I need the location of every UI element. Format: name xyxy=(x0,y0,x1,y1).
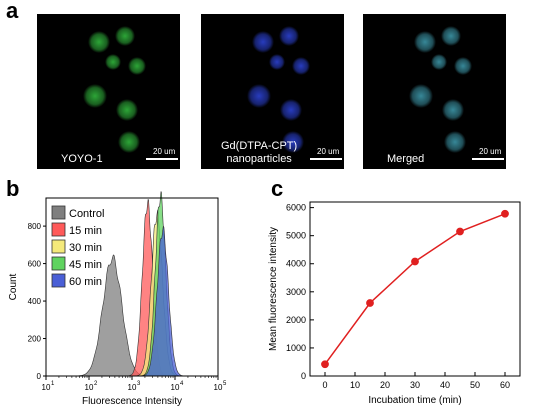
data-point xyxy=(411,257,419,266)
x-tick-label: 10 xyxy=(85,383,94,392)
legend-swatch xyxy=(51,205,66,220)
cell-blob xyxy=(414,31,436,53)
micrograph-label: YOYO-1 xyxy=(61,153,103,165)
micrograph-merged: Merged 20 um xyxy=(363,14,506,169)
cell-blob xyxy=(115,26,135,46)
y-axis-label: Count xyxy=(8,273,19,300)
y-tick-label: 0 xyxy=(301,371,306,381)
scale-bar xyxy=(146,158,178,160)
x-axis-label: Fluorescence Intensity xyxy=(82,396,182,407)
x-tick-label: 10 xyxy=(350,380,360,390)
micrograph-yoyo1: YOYO-1 20 um xyxy=(37,14,180,169)
data-point xyxy=(456,227,464,236)
micrograph-nanoparticles: Gd(DTPA-CPT) nanoparticles 20 um xyxy=(201,14,344,169)
scale-bar xyxy=(472,158,504,160)
cell-blob xyxy=(118,131,140,153)
x-tick-exponent: 1 xyxy=(51,381,55,387)
x-axis-label: Incubation time (min) xyxy=(368,395,461,406)
cell-blob xyxy=(116,99,138,121)
x-tick-label: 50 xyxy=(470,380,480,390)
y-tick-label: 2000 xyxy=(286,315,306,325)
y-axis-label: Mean fluorescence intensity xyxy=(268,227,279,351)
cell-blob xyxy=(279,26,299,46)
legend-label: 45 min xyxy=(69,259,102,271)
micrograph-label: Merged xyxy=(387,153,425,165)
legend-label: 15 min xyxy=(69,225,102,237)
x-tick-exponent: 5 xyxy=(223,381,227,387)
legend-label: 60 min xyxy=(69,276,102,288)
scale-bar-label: 20 um xyxy=(153,147,176,156)
micrograph-label: Gd(DTPA-CPT) nanoparticles xyxy=(221,140,298,165)
cell-blob xyxy=(431,54,447,70)
y-tick-label: 0 xyxy=(37,372,42,381)
cell-blob xyxy=(83,84,107,108)
cell-blob xyxy=(292,57,310,75)
scale-bar xyxy=(310,158,342,160)
legend-swatch xyxy=(51,273,66,288)
x-tick-label: 40 xyxy=(440,380,450,390)
cell-blob xyxy=(128,57,146,75)
y-tick-label: 3000 xyxy=(286,287,306,297)
x-tick-exponent: 3 xyxy=(137,381,141,387)
data-point xyxy=(501,209,509,218)
y-tick-label: 5000 xyxy=(286,231,306,241)
y-tick-label: 1000 xyxy=(286,343,306,353)
x-tick-exponent: 2 xyxy=(94,381,98,387)
y-tick-label: 800 xyxy=(28,222,42,231)
panel-letter-a: a xyxy=(6,0,19,23)
x-tick-label: 10 xyxy=(171,383,180,392)
legend-swatch xyxy=(51,256,66,271)
legend-label: Control xyxy=(69,208,104,220)
x-tick-label: 10 xyxy=(214,383,223,392)
legend-swatch xyxy=(51,239,66,254)
x-tick-label: 30 xyxy=(410,380,420,390)
cell-blob xyxy=(88,31,110,53)
legend-swatch xyxy=(51,222,66,237)
mean-fluorescence-line-chart: 0 1000 2000 3000 4000 5000 6000 0 10 20 30 40 50 60 In… xyxy=(268,201,521,406)
panel-letter-c: c xyxy=(271,176,284,201)
cell-blob xyxy=(282,131,304,153)
cell-blob xyxy=(442,99,464,121)
cell-blob xyxy=(280,99,302,121)
x-tick-label: 20 xyxy=(380,380,390,390)
cell-blob xyxy=(441,26,461,46)
histogram-60-min xyxy=(140,224,186,377)
series-line xyxy=(324,213,506,365)
scale-bar-label: 20 um xyxy=(317,147,340,156)
x-tick-label: 10 xyxy=(128,383,137,392)
cell-blob xyxy=(105,54,121,70)
data-point xyxy=(366,299,374,307)
data-point xyxy=(321,360,329,369)
y-tick-label: 4000 xyxy=(286,259,306,269)
x-tick-exponent: 4 xyxy=(180,381,184,387)
x-tick-label: 0 xyxy=(322,380,327,390)
x-tick-label: 60 xyxy=(500,380,510,390)
cell-blob xyxy=(247,84,271,108)
x-tick-label: 10 xyxy=(42,383,51,392)
y-tick-label: 400 xyxy=(28,297,42,306)
cell-blob xyxy=(409,84,433,108)
y-tick-label: 6000 xyxy=(286,203,306,213)
cell-blob xyxy=(444,131,466,153)
y-tick-label: 600 xyxy=(28,260,42,269)
scale-bar-label: 20 um xyxy=(479,147,502,156)
legend-label: 30 min xyxy=(69,242,102,254)
plot-frame xyxy=(309,201,521,377)
panel-letter-b: b xyxy=(6,176,20,201)
cell-blob xyxy=(252,31,274,53)
cell-blob xyxy=(269,54,285,70)
y-tick-label: 200 xyxy=(28,335,42,344)
cell-blob xyxy=(454,57,472,75)
